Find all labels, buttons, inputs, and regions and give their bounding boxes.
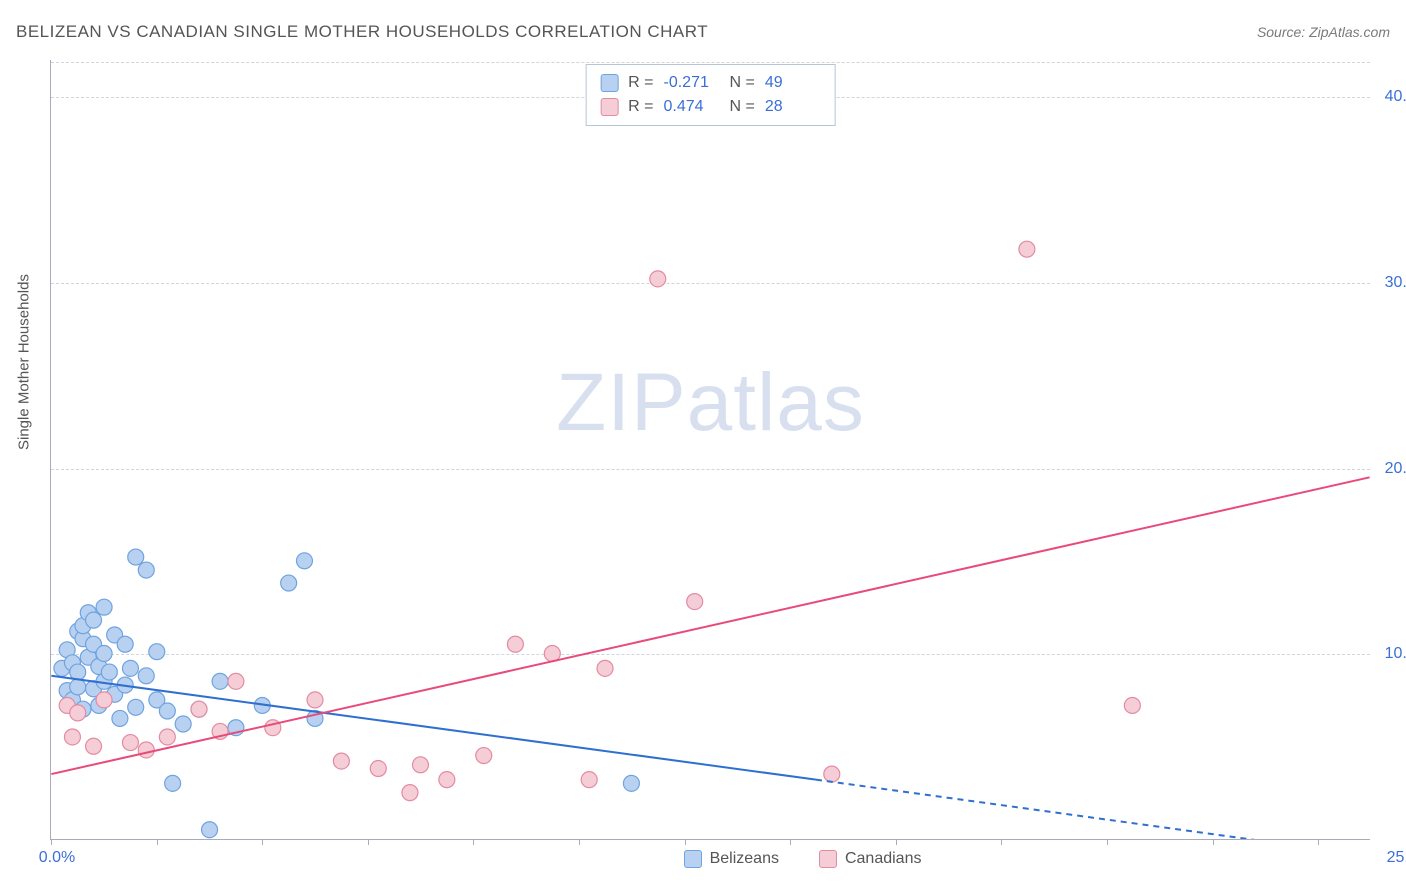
plot: ZIPatlas R = -0.271 N = 49 R = 0.474 N =… [50, 60, 1370, 840]
xtick [685, 839, 686, 845]
legend-item-canadians: Canadians [819, 850, 922, 868]
stats-r-label: R = [628, 95, 653, 119]
ytick-label: 30.0% [1375, 274, 1406, 292]
trend-line [51, 676, 816, 780]
ytick-label: 20.0% [1375, 460, 1406, 478]
legend-label-canadians: Canadians [845, 850, 922, 868]
data-point [96, 692, 112, 708]
trend-line-dashed [816, 780, 1370, 839]
data-point [296, 553, 312, 569]
stats-box: R = -0.271 N = 49 R = 0.474 N = 28 [585, 64, 836, 126]
stats-n-label: N = [730, 95, 755, 119]
data-point [1019, 241, 1035, 257]
legend-swatch-belizeans [684, 850, 702, 868]
page-title: BELIZEAN VS CANADIAN SINGLE MOTHER HOUSE… [16, 22, 708, 42]
data-point [202, 822, 218, 838]
xtick [1107, 839, 1108, 845]
legend: Belizeans Canadians [684, 850, 922, 868]
stats-r-value-0: -0.271 [664, 71, 720, 95]
swatch-canadians [600, 98, 618, 116]
data-point [623, 775, 639, 791]
xtick-label: 25.0% [1387, 849, 1406, 867]
data-point [128, 549, 144, 565]
stats-r-value-1: 0.474 [664, 95, 720, 119]
ytick-label: 40.0% [1375, 88, 1406, 106]
xtick [473, 839, 474, 845]
data-point [138, 562, 154, 578]
stats-r-label: R = [628, 71, 653, 95]
data-point [581, 772, 597, 788]
chart-area: Single Mother Households ZIPatlas R = -0… [50, 60, 1370, 840]
xtick [1318, 839, 1319, 845]
stats-n-value-0: 49 [765, 71, 821, 95]
source-label: Source: ZipAtlas.com [1257, 24, 1390, 40]
trend-line [51, 477, 1369, 774]
data-point [86, 612, 102, 628]
data-point [122, 660, 138, 676]
data-point [96, 599, 112, 615]
xtick [1001, 839, 1002, 845]
data-point [824, 766, 840, 782]
data-point [307, 692, 323, 708]
stats-row-belizeans: R = -0.271 N = 49 [600, 71, 821, 95]
data-point [101, 664, 117, 680]
xtick [51, 839, 52, 845]
data-point [159, 729, 175, 745]
data-point [70, 705, 86, 721]
swatch-belizeans [600, 74, 618, 92]
data-point [476, 748, 492, 764]
stats-row-canadians: R = 0.474 N = 28 [600, 95, 821, 119]
xtick-label: 0.0% [39, 849, 75, 867]
data-point [138, 742, 154, 758]
xtick [262, 839, 263, 845]
data-point [86, 738, 102, 754]
xtick [1213, 839, 1214, 845]
header: BELIZEAN VS CANADIAN SINGLE MOTHER HOUSE… [16, 22, 1390, 42]
data-point [175, 716, 191, 732]
plot-svg [51, 60, 1370, 839]
xtick [896, 839, 897, 845]
data-point [597, 660, 613, 676]
stats-n-label: N = [730, 71, 755, 95]
data-point [122, 735, 138, 751]
data-point [138, 668, 154, 684]
data-point [212, 673, 228, 689]
data-point [64, 729, 80, 745]
data-point [159, 703, 175, 719]
xtick [157, 839, 158, 845]
data-point [439, 772, 455, 788]
data-point [149, 644, 165, 660]
data-point [112, 710, 128, 726]
data-point [402, 785, 418, 801]
data-point [1124, 697, 1140, 713]
data-point [128, 699, 144, 715]
data-point [507, 636, 523, 652]
data-point [228, 673, 244, 689]
legend-label-belizeans: Belizeans [710, 850, 779, 868]
xtick [368, 839, 369, 845]
ytick-label: 10.0% [1375, 645, 1406, 663]
stats-n-value-1: 28 [765, 95, 821, 119]
xtick [790, 839, 791, 845]
legend-item-belizeans: Belizeans [684, 850, 779, 868]
data-point [281, 575, 297, 591]
y-axis-label: Single Mother Households [16, 274, 33, 450]
legend-swatch-canadians [819, 850, 837, 868]
data-point [412, 757, 428, 773]
data-point [117, 636, 133, 652]
data-point [687, 594, 703, 610]
data-point [165, 775, 181, 791]
data-point [96, 646, 112, 662]
data-point [370, 761, 386, 777]
data-point [70, 679, 86, 695]
xtick [579, 839, 580, 845]
data-point [650, 271, 666, 287]
data-point [191, 701, 207, 717]
data-point [333, 753, 349, 769]
